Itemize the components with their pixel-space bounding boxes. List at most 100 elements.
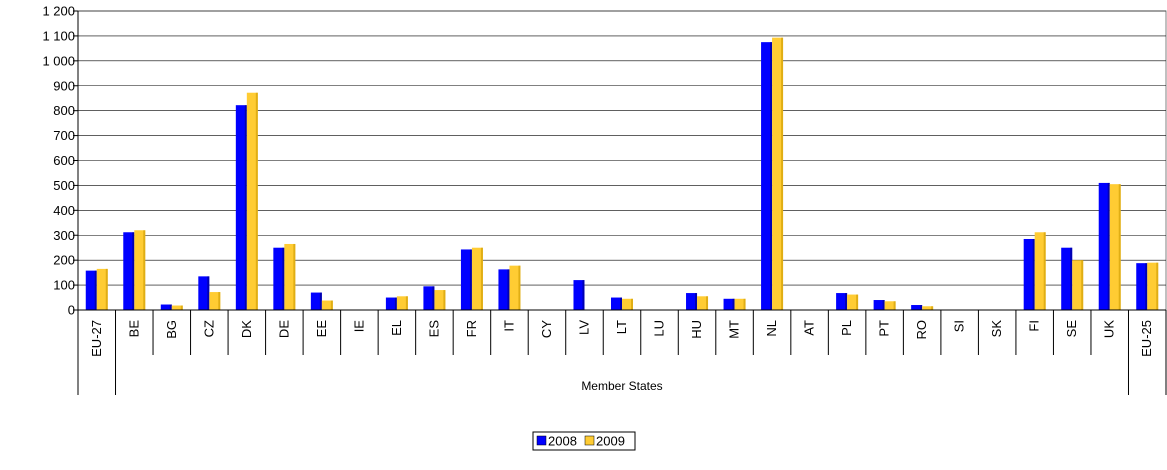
y-tick-label: 900: [53, 78, 75, 93]
y-tick-label: 500: [53, 178, 75, 193]
bar-2009-NL: [772, 37, 784, 311]
bar-edge-2008-ES: [432, 286, 435, 310]
bar-2008-BE: [123, 232, 135, 310]
legend-frame: [532, 431, 636, 451]
bar-2008-UK: [1098, 182, 1110, 310]
legend-label-2009: 2009: [596, 434, 625, 449]
bar-2009-ES: [434, 290, 446, 310]
bar-edge-2009-LT: [631, 298, 633, 310]
bar-edge-2009-PL: [856, 294, 859, 310]
x-tick-label-PL: PL: [839, 320, 854, 336]
y-tick-label: 1 100: [42, 28, 75, 43]
bar-edge-2008-DE: [282, 247, 285, 310]
bar-2009-BE: [134, 230, 146, 310]
bar-2008-CZ: [198, 276, 210, 310]
x-tick-label-SK: SK: [989, 320, 1004, 338]
bar-2008-SE: [1061, 247, 1073, 310]
x-tick-label-PT: PT: [877, 320, 892, 337]
bar-2009-EU-27: [96, 268, 108, 310]
y-tick-label: 200: [53, 253, 75, 268]
bar-edge-2008-HU: [695, 293, 698, 310]
bar-edge-2009-FR: [480, 247, 483, 310]
bar-2008-IT: [498, 269, 510, 310]
bar-edge-2008-NL: [770, 42, 773, 310]
bar-edge-2009-EE: [330, 300, 333, 310]
bars: [85, 37, 1159, 311]
bar-2009-MT: [734, 298, 746, 310]
bar-2008-LT: [611, 297, 622, 310]
bar-2009-UK: [1109, 184, 1121, 310]
bar-2008-PL: [836, 293, 848, 310]
bar-edge-2008-EE: [319, 292, 322, 310]
bar-2008-BG: [160, 304, 172, 310]
bar-2009-EU-25: [1147, 262, 1159, 310]
x-tick-label-MT: MT: [727, 320, 742, 339]
bar-edge-2009-ES: [443, 290, 446, 310]
bar-edge-2008-PL: [845, 293, 848, 310]
x-tick-label-BE: BE: [126, 320, 141, 338]
x-tick-label-IE: IE: [351, 320, 366, 333]
x-tick-label-CZ: CZ: [201, 320, 216, 337]
bar-edge-2009-UK: [1118, 184, 1121, 310]
x-tick-label-EU-25: EU-25: [1139, 320, 1154, 357]
x-tick-label-FR: FR: [464, 320, 479, 337]
legend-swatch-2009: [584, 435, 595, 446]
bar-edge-2009-DK: [255, 92, 258, 310]
bar-edge-2009-EU-27: [105, 268, 108, 310]
bar-edge-2009-DE: [293, 243, 296, 310]
bar-2008-EE: [310, 292, 322, 310]
bar-2008-DE: [273, 247, 285, 310]
x-tick-label-LT: LT: [614, 320, 629, 334]
x-tick-label-NL: NL: [764, 320, 779, 337]
y-tick-label: 1 200: [42, 4, 75, 19]
bar-2008-EU-25: [1136, 263, 1148, 310]
bar-edge-2009-RO: [931, 306, 934, 310]
x-tick-label-DK: DK: [239, 320, 254, 338]
x-axis-ticks: EU-27 BE BG CZ DK DE EE IE EL ES FR IT CY LV LT LU HU MT N…: [77, 310, 1167, 395]
bar-edge-2008-SE: [1070, 247, 1073, 310]
bar-2008-EL: [385, 297, 397, 310]
bar-2009-PT: [884, 301, 896, 310]
bar-edge-2008-LT: [620, 297, 622, 310]
x-axis-title: Member States: [581, 379, 662, 393]
bar-2008-RO: [911, 305, 923, 310]
bar-edge-2009-MT: [743, 298, 746, 310]
bar-2008-ES: [423, 286, 435, 310]
y-axis-ticks: 0 100 200 300 400 500 600 700 800 900 1 000 1 100 1 …: [42, 4, 78, 318]
bar-edge-2009-PT: [893, 301, 896, 310]
bar-2009-DK: [246, 92, 258, 310]
bar-2008-HU: [686, 293, 698, 310]
bar-edge-2008-EU-25: [1145, 263, 1148, 310]
y-tick-label: 0: [68, 303, 75, 318]
bar-2008-FI: [1023, 238, 1035, 310]
x-tick-label-EU-27: EU-27: [89, 320, 104, 357]
bar-2009-HU: [697, 296, 709, 310]
x-tick-label-BG: BG: [164, 320, 179, 339]
x-tick-label-UK: UK: [1102, 320, 1117, 338]
bar-2008-PT: [873, 300, 885, 310]
bar-2009-SE: [1072, 260, 1084, 310]
bar-2009-BG: [171, 305, 183, 310]
bar-2008-DK: [235, 105, 247, 310]
legend: 2008 2009: [532, 431, 636, 451]
x-tick-label-CY: CY: [539, 320, 554, 338]
bar-edge-2009-HU: [706, 296, 709, 310]
bar-2008-MT: [723, 298, 735, 310]
y-tick-label: 700: [53, 128, 75, 143]
x-tick-label-DE: DE: [276, 320, 291, 338]
bar-2008-FR: [460, 249, 472, 310]
bar-edge-2008-EU-27: [94, 270, 97, 310]
bar-edge-2008-DK: [244, 105, 247, 310]
bar-edge-2008-RO: [920, 305, 923, 310]
x-tick-label-SI: SI: [952, 320, 967, 332]
x-tick-label-HU: HU: [689, 320, 704, 339]
bar-edge-2008-UK: [1107, 182, 1110, 310]
x-tick-label-EE: EE: [314, 320, 329, 338]
y-tick-label: 800: [53, 103, 75, 118]
bar-edge-2009-IT: [518, 265, 521, 310]
bar-edge-2009-NL: [781, 37, 784, 311]
y-tick-label: 600: [53, 153, 75, 168]
y-tick-label: 400: [53, 203, 75, 218]
bar-2008-NL: [761, 42, 773, 310]
